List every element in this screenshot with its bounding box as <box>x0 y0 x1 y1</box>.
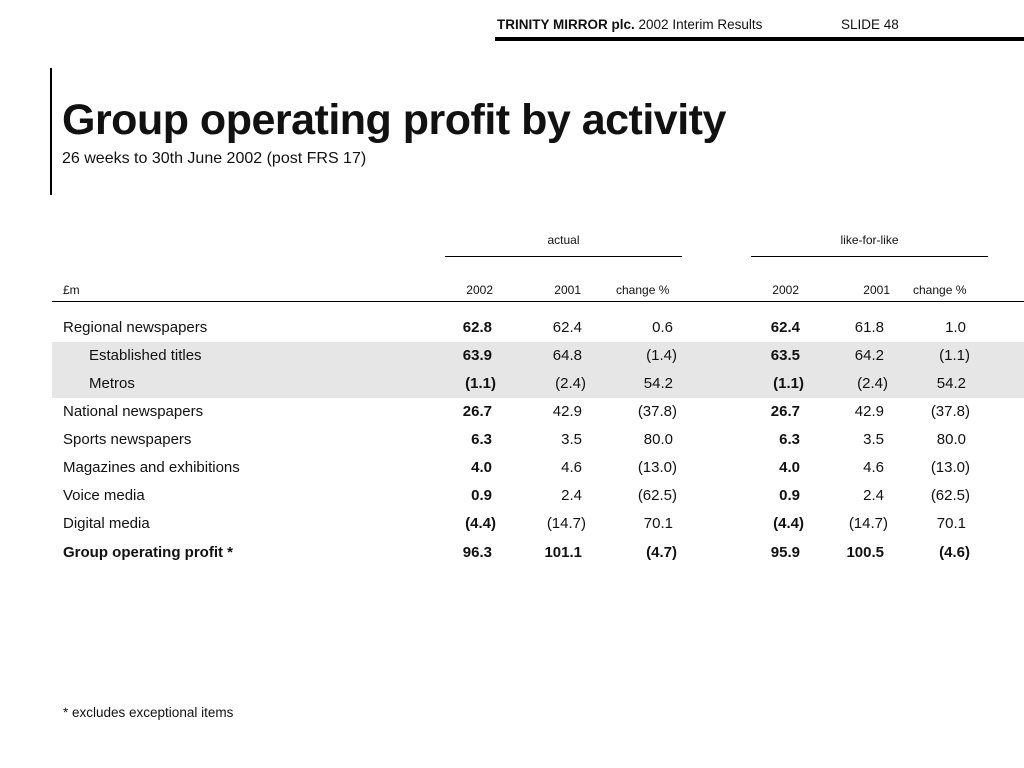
cell-actual-2001: 101.1 <box>544 544 582 561</box>
cell-lfl-2001: 64.2 <box>854 347 884 364</box>
row-label: National newspapers <box>63 403 204 420</box>
cell-lfl-2002: 62.4 <box>770 319 800 336</box>
column-header-lfl-2002: 2002 <box>772 283 799 297</box>
row-label: Metros <box>89 375 135 392</box>
cell-lfl-change: (1.1) <box>939 347 970 364</box>
row-label: Regional newspapers <box>63 319 208 336</box>
row-label: Sports newspapers <box>63 431 192 448</box>
company-name: TRINITY MIRROR plc. <box>497 17 635 32</box>
cell-actual-2002: 63.9 <box>462 347 492 364</box>
cell-actual-2001: 42.9 <box>552 403 582 420</box>
report-header: TRINITY MIRROR plc. 2002 Interim Results <box>497 17 762 32</box>
cell-lfl-2002: 63.5 <box>770 347 800 364</box>
cell-lfl-change: 1.0 <box>945 319 966 336</box>
cell-lfl-2002: 95.9 <box>770 544 800 561</box>
regional-breakdown-band <box>52 342 1024 398</box>
cell-lfl-2001: 100.5 <box>846 544 884 561</box>
row-label: Digital media <box>63 515 150 532</box>
cell-actual-2002: 26.7 <box>462 403 492 420</box>
cell-actual-2002: 6.3 <box>471 431 492 448</box>
table-row: Regional newspapers 62.8 62.4 0.6 62.4 61.8 1.… <box>0 314 1024 342</box>
table-row: Voice media 0.9 2.4 (62.5) 0.9 2.4 (62.5) <box>0 482 1024 510</box>
cell-actual-change: 80.0 <box>643 431 673 448</box>
column-header-actual-2002: 2002 <box>466 283 493 297</box>
cell-actual-2001: (2.4) <box>555 375 586 392</box>
cell-actual-2002: 62.8 <box>462 319 492 336</box>
report-name: 2002 Interim Results <box>638 17 763 32</box>
group-label-actual: actual <box>547 233 580 247</box>
table-row: Metros (1.1) (2.4) 54.2 (1.1) (2.4) 54.2 <box>0 370 1024 398</box>
cell-actual-2001: 62.4 <box>552 319 582 336</box>
cell-actual-change: (1.4) <box>646 347 677 364</box>
total-row: Group operating profit * 96.3 101.1 (4.7) 95… <box>0 539 1024 567</box>
row-label: Established titles <box>89 347 202 364</box>
cell-actual-change: (62.5) <box>637 487 677 504</box>
cell-actual-2001: 64.8 <box>552 347 582 364</box>
table-row: Magazines and exhibitions 4.0 4.6 (13.0) 4.0… <box>0 454 1024 482</box>
column-header-actual-change: change % <box>616 283 670 297</box>
column-header-lfl-2001: 2001 <box>863 283 890 297</box>
cell-lfl-2001: (14.7) <box>848 515 888 532</box>
group-rule-actual <box>445 256 682 257</box>
table-row: Established titles 63.9 64.8 (1.4) 63.5 64.2 (… <box>0 342 1024 370</box>
row-label: Magazines and exhibitions <box>63 459 240 476</box>
group-label-like-for-like: like-for-like <box>840 233 899 247</box>
slide-number: SLIDE 48 <box>841 17 899 32</box>
cell-lfl-2001: 4.6 <box>863 459 884 476</box>
unit-label: £m <box>63 283 80 297</box>
cell-lfl-change: (37.8) <box>930 403 970 420</box>
cell-lfl-2001: 2.4 <box>863 487 884 504</box>
table-row: National newspapers 26.7 42.9 (37.8) 26.7 42.… <box>0 398 1024 426</box>
header-rule <box>495 37 1024 41</box>
cell-lfl-change: (13.0) <box>930 459 970 476</box>
cell-actual-2002: 0.9 <box>471 487 492 504</box>
cell-actual-2002: 4.0 <box>471 459 492 476</box>
cell-lfl-change: (4.6) <box>939 544 970 561</box>
cell-lfl-2002: 0.9 <box>779 487 800 504</box>
cell-lfl-2002: (4.4) <box>773 515 804 532</box>
table-row: Digital media (4.4) (14.7) 70.1 (4.4) (14.7) 7… <box>0 510 1024 538</box>
cell-lfl-change: 70.1 <box>936 515 966 532</box>
cell-lfl-2001: (2.4) <box>857 375 888 392</box>
column-header-lfl-change: change % <box>913 283 967 297</box>
cell-actual-2001: 2.4 <box>561 487 582 504</box>
row-label: Voice media <box>63 487 145 504</box>
cell-lfl-2001: 61.8 <box>854 319 884 336</box>
footnote: * excludes exceptional items <box>63 705 234 720</box>
cell-actual-2001: 3.5 <box>561 431 582 448</box>
title-accent-bar <box>50 68 52 195</box>
cell-actual-change: 54.2 <box>643 375 673 392</box>
cell-lfl-2001: 42.9 <box>854 403 884 420</box>
table-row: Sports newspapers 6.3 3.5 80.0 6.3 3.5 80.0 <box>0 426 1024 454</box>
cell-actual-change: (13.0) <box>637 459 677 476</box>
cell-actual-2001: (14.7) <box>546 515 586 532</box>
cell-actual-2002: (4.4) <box>465 515 496 532</box>
row-label: Group operating profit * <box>63 544 233 561</box>
cell-actual-change: 70.1 <box>643 515 673 532</box>
cell-actual-change: (4.7) <box>646 544 677 561</box>
cell-lfl-change: 54.2 <box>936 375 966 392</box>
cell-actual-change: 0.6 <box>652 319 673 336</box>
cell-actual-change: (37.8) <box>637 403 677 420</box>
group-rule-like-for-like <box>751 256 988 257</box>
cell-lfl-2002: (1.1) <box>773 375 804 392</box>
header-divider <box>52 301 1024 302</box>
cell-lfl-2002: 4.0 <box>779 459 800 476</box>
cell-lfl-2001: 3.5 <box>863 431 884 448</box>
page-title: Group operating profit by activity <box>62 96 726 144</box>
cell-lfl-2002: 6.3 <box>779 431 800 448</box>
cell-actual-2001: 4.6 <box>561 459 582 476</box>
cell-lfl-2002: 26.7 <box>770 403 800 420</box>
cell-actual-2002: (1.1) <box>465 375 496 392</box>
cell-actual-2002: 96.3 <box>462 544 492 561</box>
cell-lfl-change: 80.0 <box>936 431 966 448</box>
column-header-actual-2001: 2001 <box>554 283 581 297</box>
cell-lfl-change: (62.5) <box>930 487 970 504</box>
page-subtitle: 26 weeks to 30th June 2002 (post FRS 17) <box>62 150 367 167</box>
